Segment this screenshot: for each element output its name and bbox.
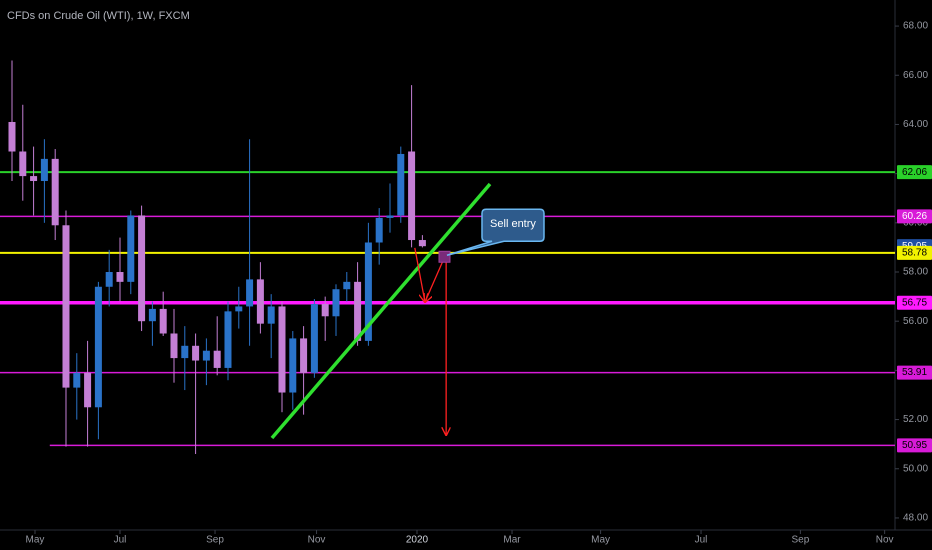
- candle-body: [105, 272, 113, 287]
- candle-body: [127, 215, 135, 282]
- candle-body: [408, 151, 416, 241]
- arrow: [414, 247, 425, 302]
- candle-body: [202, 350, 210, 361]
- candle-body: [62, 225, 70, 388]
- y-tick-label: 58.00: [903, 267, 928, 278]
- x-tick-label: Jul: [114, 535, 127, 546]
- x-tick-label: May: [26, 535, 45, 546]
- candle-body: [40, 158, 48, 182]
- price-label-box: [897, 295, 932, 310]
- candle-body: [116, 272, 124, 282]
- candle-body: [138, 215, 146, 322]
- candle-body: [224, 311, 232, 368]
- candle-body: [364, 242, 372, 341]
- x-tick-label: May: [591, 535, 610, 546]
- y-tick-label: 52.00: [903, 414, 928, 425]
- price-label: 62.06: [902, 167, 927, 178]
- candle-body: [321, 303, 329, 317]
- candle-body: [310, 303, 318, 373]
- candle-body: [8, 121, 16, 152]
- candle-body: [397, 153, 405, 216]
- x-tick-label: 2020: [406, 535, 429, 546]
- y-tick-label: 66.00: [903, 70, 928, 81]
- candle-body: [278, 306, 286, 393]
- candle-body: [289, 338, 297, 393]
- candle-body: [30, 176, 38, 182]
- x-tick-label: Jul: [695, 535, 708, 546]
- x-tick-label: Mar: [503, 535, 521, 546]
- candle-body: [170, 333, 178, 359]
- price-label-box: [897, 209, 932, 224]
- price-label: 58.78: [902, 247, 927, 258]
- candle-body: [192, 345, 200, 361]
- y-tick-label: 48.00: [903, 513, 928, 524]
- candle-body: [181, 345, 189, 359]
- candle-body: [343, 281, 351, 290]
- x-tick-label: Sep: [791, 535, 809, 546]
- x-tick-label: Nov: [876, 535, 894, 546]
- candle-body: [300, 338, 308, 373]
- price-label-box: [897, 438, 932, 453]
- price-label: 50.95: [902, 440, 927, 451]
- callout-box: [446, 208, 545, 256]
- y-tick-label: 56.00: [903, 316, 928, 327]
- x-tick-label: Sep: [206, 535, 224, 546]
- candle-body: [235, 306, 243, 312]
- callout-anchor: [438, 250, 451, 263]
- price-label: 56.75: [902, 297, 927, 308]
- trendline: [270, 182, 492, 440]
- candle-body: [267, 306, 275, 324]
- y-tick-label: 50.00: [903, 463, 928, 474]
- candle-body: [84, 372, 92, 408]
- candle-body: [51, 158, 59, 226]
- candle-body: [256, 279, 264, 324]
- price-label-box: [897, 245, 932, 260]
- price-label-box: [897, 165, 932, 180]
- candle-body: [94, 286, 102, 408]
- candle-body: [246, 279, 254, 307]
- price-label: 53.91: [902, 367, 927, 378]
- candle-body: [213, 350, 221, 368]
- candle-body: [418, 240, 426, 247]
- y-tick-label: 68.00: [903, 21, 928, 32]
- candle-body: [73, 372, 81, 388]
- chart-title: CFDs on Crude Oil (WTI), 1W, FXCM: [7, 10, 190, 22]
- x-tick-label: Nov: [308, 535, 326, 546]
- arrow: [425, 255, 446, 302]
- candle-body: [386, 215, 394, 218]
- callout-text: Sell entry: [490, 218, 536, 230]
- candle-body: [354, 281, 362, 341]
- candle-body: [332, 289, 340, 317]
- candle-body: [148, 308, 156, 322]
- price-label-box: [897, 365, 932, 380]
- candle-body: [159, 308, 167, 334]
- y-tick-label: 64.00: [903, 119, 928, 130]
- candle-body: [19, 151, 27, 177]
- candle-body: [375, 217, 383, 243]
- price-label: 60.26: [902, 211, 927, 222]
